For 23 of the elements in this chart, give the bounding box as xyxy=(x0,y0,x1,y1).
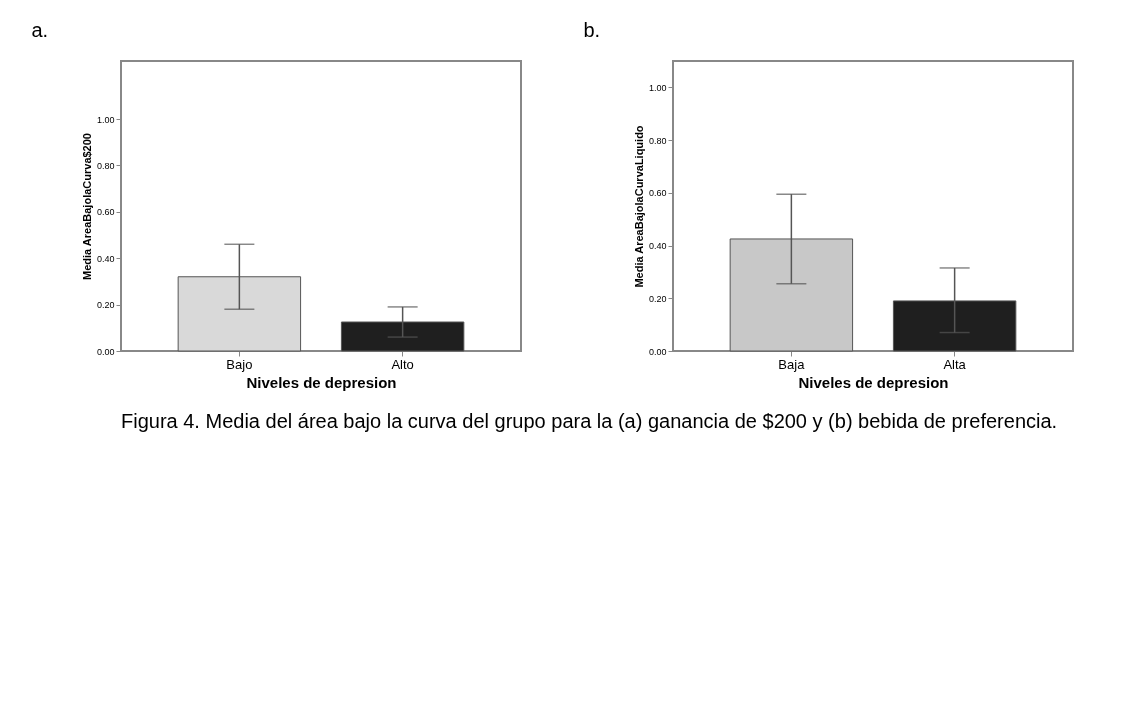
y-tick-label: 0.00 xyxy=(648,346,667,357)
y-tick-label: 0.60 xyxy=(96,207,115,218)
x-axis-title: Niveles de depresion xyxy=(246,373,397,391)
y-tick-label: 1.00 xyxy=(96,114,115,125)
y-tick-label: 0.20 xyxy=(648,293,667,304)
chart-title: a. xyxy=(31,19,49,41)
y-tick-label: 0.40 xyxy=(96,253,115,264)
y-tick-label: 0.40 xyxy=(648,241,667,252)
y-tick-label: 0.00 xyxy=(96,346,115,357)
x-tick-label: Alto xyxy=(391,356,414,372)
y-tick-label: 0.60 xyxy=(648,188,667,199)
x-tick-label: Bajo xyxy=(226,356,253,372)
y-tick-label: 0.80 xyxy=(648,135,667,146)
chart-title: b. xyxy=(583,19,601,41)
y-tick-label: 1.00 xyxy=(648,82,667,93)
x-axis-title: Niveles de depresion xyxy=(798,373,949,391)
text: Figura 4. Media del área bajo la curva del grupo para la (a) ganancia de $200 y (b) bebida de preferencia. xyxy=(121,410,1058,432)
x-tick-label: Alta xyxy=(943,356,967,372)
y-tick-label: 0.80 xyxy=(96,160,115,171)
x-tick-label: Baja xyxy=(778,356,806,372)
y-tick-label: 0.20 xyxy=(96,300,115,311)
y-axis-title: Media AreaBajolaCurvaLiquido xyxy=(632,125,645,288)
y-axis-title: Media AreaBajolaCurva$200 xyxy=(80,133,93,280)
